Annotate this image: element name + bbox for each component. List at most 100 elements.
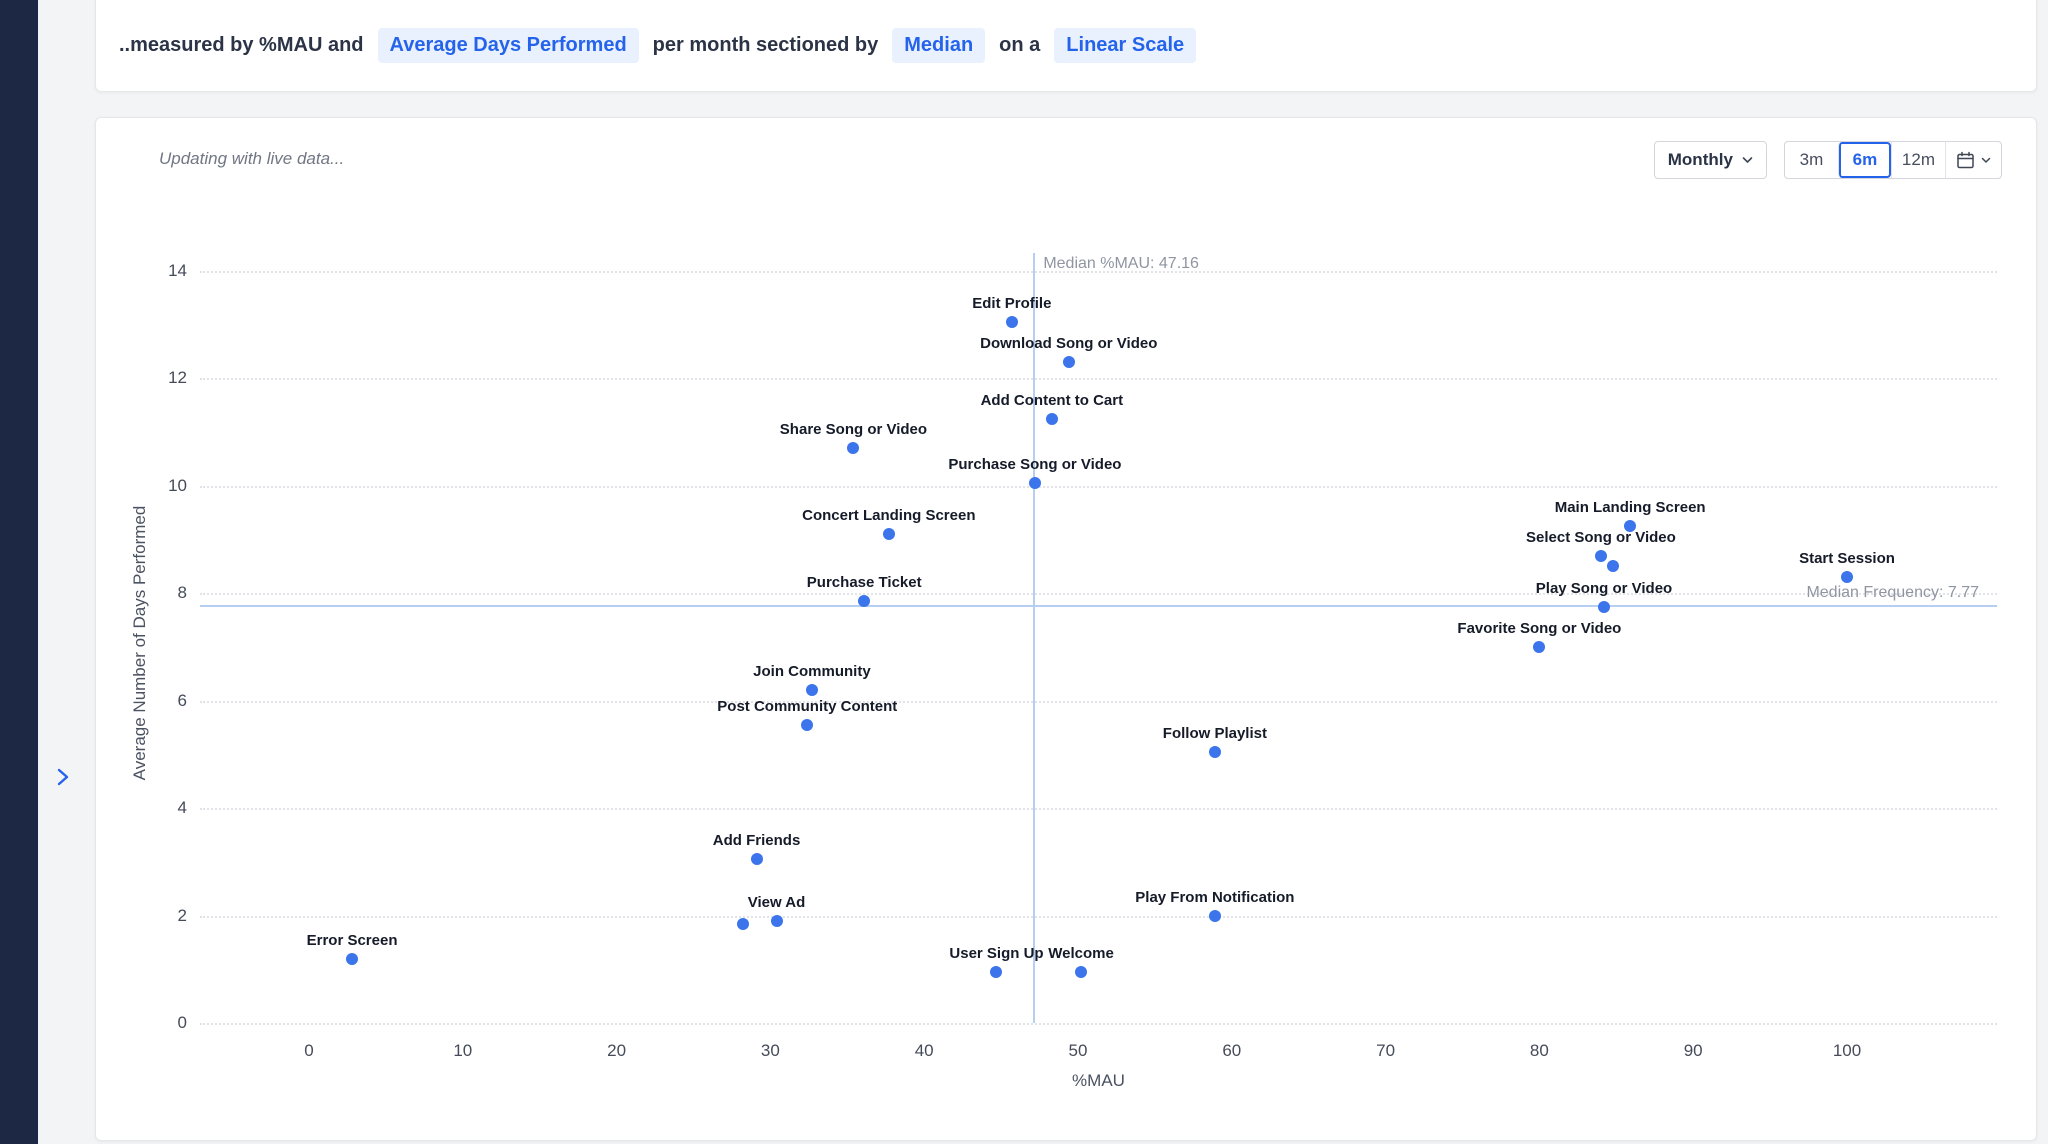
data-point-purchase-song-or-video[interactable] — [1028, 477, 1041, 490]
y-gridline — [200, 915, 1997, 918]
median-x-label: Median %MAU: 47.16 — [1043, 255, 1199, 272]
data-point-start-session[interactable] — [1841, 571, 1853, 584]
data-point[interactable] — [736, 917, 749, 930]
y-tick-label: 12 — [168, 368, 187, 388]
data-point-label: View Ad — [747, 893, 806, 911]
chevron-down-icon — [1742, 157, 1753, 163]
data-point-select-song-or-video[interactable] — [1594, 549, 1607, 562]
data-point-label: Error Screen — [306, 931, 398, 949]
section-by-dropdown[interactable]: Median — [892, 27, 986, 63]
chart-controls: Monthly 3m 6m 12m — [1653, 141, 2002, 179]
x-tick-label: 90 — [1683, 1041, 1703, 1060]
y-tick-label: 6 — [177, 690, 187, 710]
date-picker-button[interactable] — [1945, 142, 2001, 178]
data-point-label: Join Community — [753, 662, 871, 680]
data-point-post-community-content[interactable] — [801, 718, 814, 731]
definition-prefix-text: ..measured by %MAU and — [119, 33, 364, 56]
data-point-label: Select Song or Video — [1526, 528, 1676, 546]
range-segmented-control: 3m 6m 12m — [1783, 141, 2002, 179]
data-point-label: Post Community Content — [717, 697, 898, 715]
data-point-label: Purchase Ticket — [806, 574, 922, 592]
chevron-down-icon — [1981, 157, 1991, 163]
data-point-add-content-to-cart[interactable] — [1045, 412, 1058, 425]
data-point-favorite-song-or-video[interactable] — [1533, 641, 1546, 653]
live-data-status-text: Updating with live data... — [159, 149, 345, 168]
interval-dropdown-label: Monthly — [1667, 150, 1733, 169]
x-tick-label: 70 — [1376, 1041, 1396, 1060]
data-point-follow-playlist[interactable] — [1208, 745, 1221, 758]
x-tick-label: 10 — [453, 1041, 473, 1060]
definition-bar: ..measured by %MAU and Average Days Perf… — [95, 0, 2037, 92]
median-y-label: Median Frequency: 7.77 — [1806, 583, 1979, 601]
data-point-view-ad[interactable] — [770, 914, 783, 927]
y-tick-label: 14 — [168, 261, 187, 280]
x-tick-label: 0 — [304, 1041, 314, 1060]
chevron-right-icon — [57, 768, 69, 786]
x-tick-label: 20 — [607, 1041, 627, 1060]
data-point-label: Add Friends — [712, 832, 801, 850]
x-tick-label: 30 — [760, 1041, 780, 1060]
definition-on-a-text: on a — [999, 33, 1041, 56]
data-point-play-song-or-video[interactable] — [1597, 600, 1610, 613]
data-point-label: Edit Profile — [972, 295, 1052, 313]
data-point-label: Start Session — [1799, 550, 1895, 568]
y-gridline — [200, 378, 1997, 381]
interval-dropdown[interactable]: Monthly — [1653, 141, 1767, 179]
data-point-user-sign-up[interactable] — [990, 965, 1003, 978]
y-tick-label: 2 — [177, 905, 187, 925]
y-gridline — [200, 1023, 1997, 1025]
range-3m-button[interactable]: 3m — [1799, 150, 1824, 169]
data-point-share-song-or-video[interactable] — [847, 442, 860, 455]
data-point-error-screen[interactable] — [346, 952, 359, 965]
median-x-line — [1033, 253, 1036, 1023]
y-tick-label: 10 — [168, 475, 187, 495]
expand-panel-button[interactable] — [55, 766, 75, 790]
definition-mid-text: per month sectioned by — [652, 33, 879, 56]
data-point-label: Welcome — [1048, 944, 1114, 962]
y-axis-title: Average Number of Days Performed — [130, 505, 149, 781]
range-6m-button[interactable]: 6m — [1837, 142, 1891, 178]
y-tick-label: 8 — [177, 583, 187, 603]
y-gridline — [200, 700, 1997, 703]
y-gridline — [200, 271, 1997, 273]
data-point-download-song-or-video[interactable] — [1062, 356, 1075, 369]
data-point-play-from-notification[interactable] — [1208, 909, 1221, 922]
data-point-label: User Sign Up — [949, 944, 1044, 962]
collapsed-sidebar[interactable] — [0, 0, 38, 1144]
scatter-plot: 0 2 4 6 8 10 12 14 0 10 20 30 40 50 60 70 80 90 100 %MAU Ave… — [96, 118, 2036, 1140]
y-tick-label: 4 — [177, 798, 187, 818]
data-point-label: Follow Playlist — [1162, 724, 1267, 742]
x-axis-title: %MAU — [1072, 1071, 1125, 1090]
x-tick-label: 40 — [914, 1041, 934, 1060]
data-point-label: Concert Landing Screen — [802, 507, 976, 525]
data-point-edit-profile[interactable] — [1005, 316, 1018, 329]
data-point[interactable] — [1607, 560, 1620, 573]
y-gridline — [200, 593, 1997, 596]
y-gridline — [200, 808, 1997, 811]
data-point-purchase-ticket[interactable] — [858, 595, 871, 608]
x-tick-label: 100 — [1832, 1041, 1862, 1060]
x-tick-label: 60 — [1222, 1041, 1242, 1060]
data-point-label: Purchase Song or Video — [948, 456, 1122, 474]
x-tick-label: 80 — [1529, 1041, 1549, 1060]
scale-dropdown[interactable]: Linear Scale — [1054, 27, 1197, 63]
x-tick-label: 50 — [1068, 1041, 1088, 1060]
metric-dropdown[interactable]: Average Days Performed — [377, 27, 639, 63]
data-point-label: Add Content to Cart — [980, 391, 1124, 409]
data-point-label: Download Song or Video — [980, 335, 1158, 353]
chart-panel: Updating with live data... Monthly 3m 6m… — [95, 117, 2037, 1141]
median-y-line — [200, 604, 1997, 607]
data-point-label: Favorite Song or Video — [1457, 620, 1622, 637]
data-point-label: Main Landing Screen — [1554, 499, 1706, 517]
y-gridline — [200, 485, 1997, 488]
data-point-add-friends[interactable] — [750, 853, 763, 866]
y-tick-label: 0 — [177, 1013, 187, 1032]
data-point-concert-landing-screen[interactable] — [882, 528, 895, 541]
data-point-label: Play From Notification — [1135, 888, 1295, 906]
range-12m-button[interactable]: 12m — [1890, 142, 1945, 178]
data-point-join-community[interactable] — [805, 683, 818, 696]
data-point-main-landing-screen[interactable] — [1624, 520, 1637, 533]
data-point-welcome[interactable] — [1075, 965, 1088, 978]
data-point-label: Play Song or Video — [1535, 579, 1673, 597]
